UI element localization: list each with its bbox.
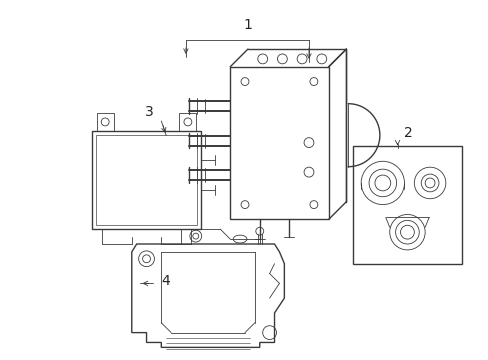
Bar xyxy=(230,67,328,219)
Text: 2: 2 xyxy=(404,126,412,140)
Text: 3: 3 xyxy=(145,105,154,119)
Polygon shape xyxy=(131,244,284,347)
Bar xyxy=(352,145,461,264)
Text: 4: 4 xyxy=(161,274,170,288)
Text: 1: 1 xyxy=(243,18,252,32)
Ellipse shape xyxy=(233,235,246,243)
Bar xyxy=(96,135,196,225)
Bar xyxy=(92,131,200,229)
